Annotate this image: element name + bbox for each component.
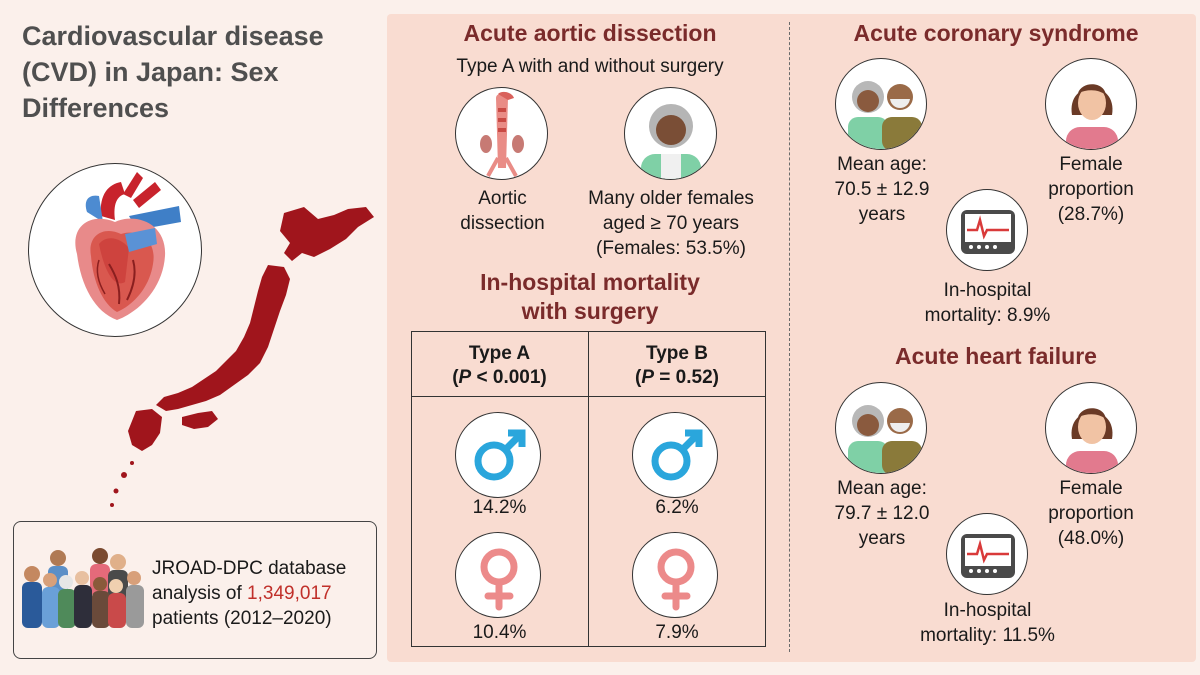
male-icon: [632, 412, 718, 498]
acs-heading: Acute coronary syndrome: [853, 20, 1139, 46]
woman-icon: [1045, 58, 1137, 150]
section-divider: [789, 22, 790, 652]
japan-map-icon: [110, 207, 374, 507]
aorta-icon: [455, 87, 548, 180]
type-a-female-value: 10.4%: [472, 622, 527, 643]
ahf-mean-age: Mean age: 79.7 ± 12.0 years: [834, 478, 930, 549]
aorta-label: Aortic dissection: [460, 188, 545, 234]
people-group-icon: [22, 548, 144, 628]
type-b-male-value: 6.2%: [655, 497, 699, 518]
acs-female-proportion: Female proportion (28.7%): [1048, 154, 1134, 225]
elderly-woman-icon: [624, 87, 717, 180]
elderly-couple-icon: [835, 58, 927, 150]
ahf-heading: Acute heart failure: [895, 343, 1097, 369]
database-line2: analysis of 1,349,017: [152, 583, 332, 604]
database-line1: JROAD-DPC database: [152, 558, 347, 579]
heart-icon: [28, 163, 202, 337]
male-icon: [455, 412, 541, 498]
patient-count: 1,349,017: [247, 583, 332, 604]
ahf-female-proportion: Female proportion (48.0%): [1048, 478, 1134, 549]
type-b-header: Type B (P = 0.52): [635, 343, 719, 388]
page-title: Cardiovascular disease (CVD) in Japan: S…: [22, 21, 324, 123]
type-a-male-value: 14.2%: [472, 497, 527, 518]
type-a-header: Type A (P < 0.001): [452, 343, 547, 388]
mortality-heading: In-hospital mortality with surgery: [480, 269, 700, 324]
female-icon: [455, 532, 541, 618]
woman-icon: [1045, 382, 1137, 474]
elderly-couple-icon: [835, 382, 927, 474]
older-females-label: Many older females aged ≥ 70 years (Fema…: [588, 188, 754, 259]
acs-mortality: In-hospital mortality: 8.9%: [924, 280, 1051, 326]
database-info-box: [13, 521, 377, 659]
database-text: JROAD-DPC database analysis of 1,349,017…: [152, 556, 372, 631]
acs-mean-age: Mean age: 70.5 ± 12.9 years: [834, 154, 930, 225]
monitor-icon: [946, 189, 1028, 271]
female-icon: [632, 532, 718, 618]
monitor-icon: [946, 513, 1028, 595]
aortic-heading: Acute aortic dissection: [463, 20, 717, 46]
ahf-mortality: In-hospital mortality: 11.5%: [920, 600, 1055, 646]
aortic-subheading: Type A with and without surgery: [456, 56, 724, 77]
database-line3: patients (2012–2020): [152, 608, 332, 629]
type-b-female-value: 7.9%: [655, 622, 699, 643]
